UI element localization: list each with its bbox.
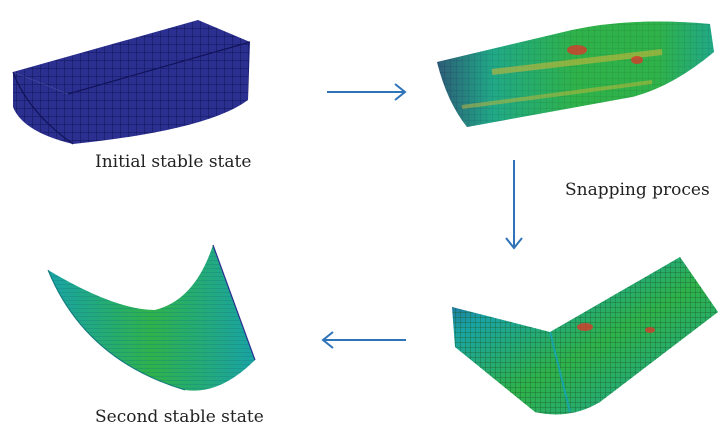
initial-shell-figure xyxy=(12,20,251,145)
initial-shell-inner xyxy=(13,20,250,94)
second-shell-figure xyxy=(47,244,256,391)
arrow-right xyxy=(327,83,407,101)
intermediate-shell-figure xyxy=(452,257,718,415)
arrow-left xyxy=(321,331,406,349)
snapping-process-label: Snapping proces xyxy=(565,180,710,200)
snapping-shell-figure xyxy=(437,21,714,127)
second-state-label: Second stable state xyxy=(95,407,264,427)
arrow-down xyxy=(505,160,523,250)
initial-state-label: Initial stable state xyxy=(95,152,252,172)
initial-shell-body xyxy=(13,42,250,144)
